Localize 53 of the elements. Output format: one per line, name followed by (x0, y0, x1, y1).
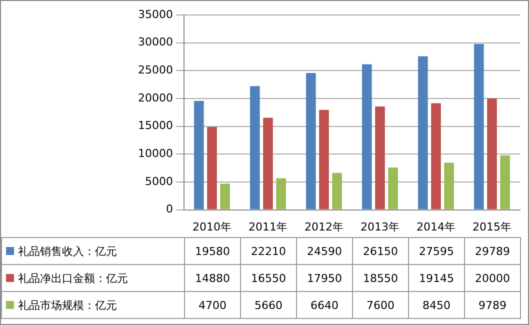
data-label: 7600 (352, 292, 408, 318)
bar (207, 126, 217, 210)
y-tick-label: 25000 (138, 64, 173, 77)
bar (194, 100, 204, 210)
y-tick-label: 30000 (138, 36, 173, 49)
legend-label: 礼品净出口金额：亿元 (18, 272, 128, 284)
data-label: 5660 (240, 292, 296, 318)
y-tick-label: 15000 (138, 119, 173, 132)
bar (362, 64, 372, 210)
bar (474, 44, 484, 210)
bar (431, 103, 441, 210)
data-label: 24590 (296, 238, 352, 264)
bar (500, 155, 510, 210)
x-tick-label: 2015年 (472, 220, 512, 234)
bar (263, 118, 273, 210)
bar (388, 168, 398, 210)
data-label: 26150 (352, 238, 408, 264)
bar (444, 162, 454, 210)
bar (418, 56, 428, 210)
bar (250, 86, 260, 210)
y-tick-label: 5000 (145, 174, 173, 188)
data-label: 14880 (184, 264, 240, 292)
data-label: 19580 (184, 238, 240, 264)
data-label: 27595 (408, 238, 464, 264)
y-tick-label: 10000 (138, 147, 173, 160)
x-tick-label: 2013年 (360, 220, 400, 234)
bar (306, 72, 316, 210)
y-tick-label: 0 (166, 202, 173, 216)
x-tick-label: 2010年 (192, 220, 232, 234)
y-tick-label: 35000 (138, 8, 173, 21)
data-label: 20000 (464, 264, 520, 292)
data-label: 18550 (352, 264, 408, 292)
bar (487, 98, 497, 210)
data-label: 9789 (464, 292, 520, 318)
data-label: 19145 (408, 264, 464, 292)
data-label: 22210 (240, 238, 296, 264)
legend-label: 礼品市场规模：亿元 (18, 298, 117, 312)
x-tick-label: 2014年 (416, 220, 456, 234)
x-tick-label: 2011年 (248, 220, 288, 234)
y-tick-label: 20000 (138, 91, 173, 104)
data-label: 17950 (296, 264, 352, 292)
data-label: 4700 (184, 292, 240, 318)
legend-label: 礼品销售收入：亿元 (18, 244, 117, 258)
x-tick-label: 2012年 (304, 220, 344, 234)
data-label: 16550 (240, 264, 296, 292)
bar (375, 106, 385, 210)
data-label: 6640 (296, 292, 352, 318)
bar (220, 184, 230, 210)
data-label: 29789 (464, 238, 520, 264)
bar (332, 172, 342, 210)
bar (319, 110, 329, 210)
bar (276, 178, 286, 210)
data-label: 8450 (408, 292, 464, 318)
